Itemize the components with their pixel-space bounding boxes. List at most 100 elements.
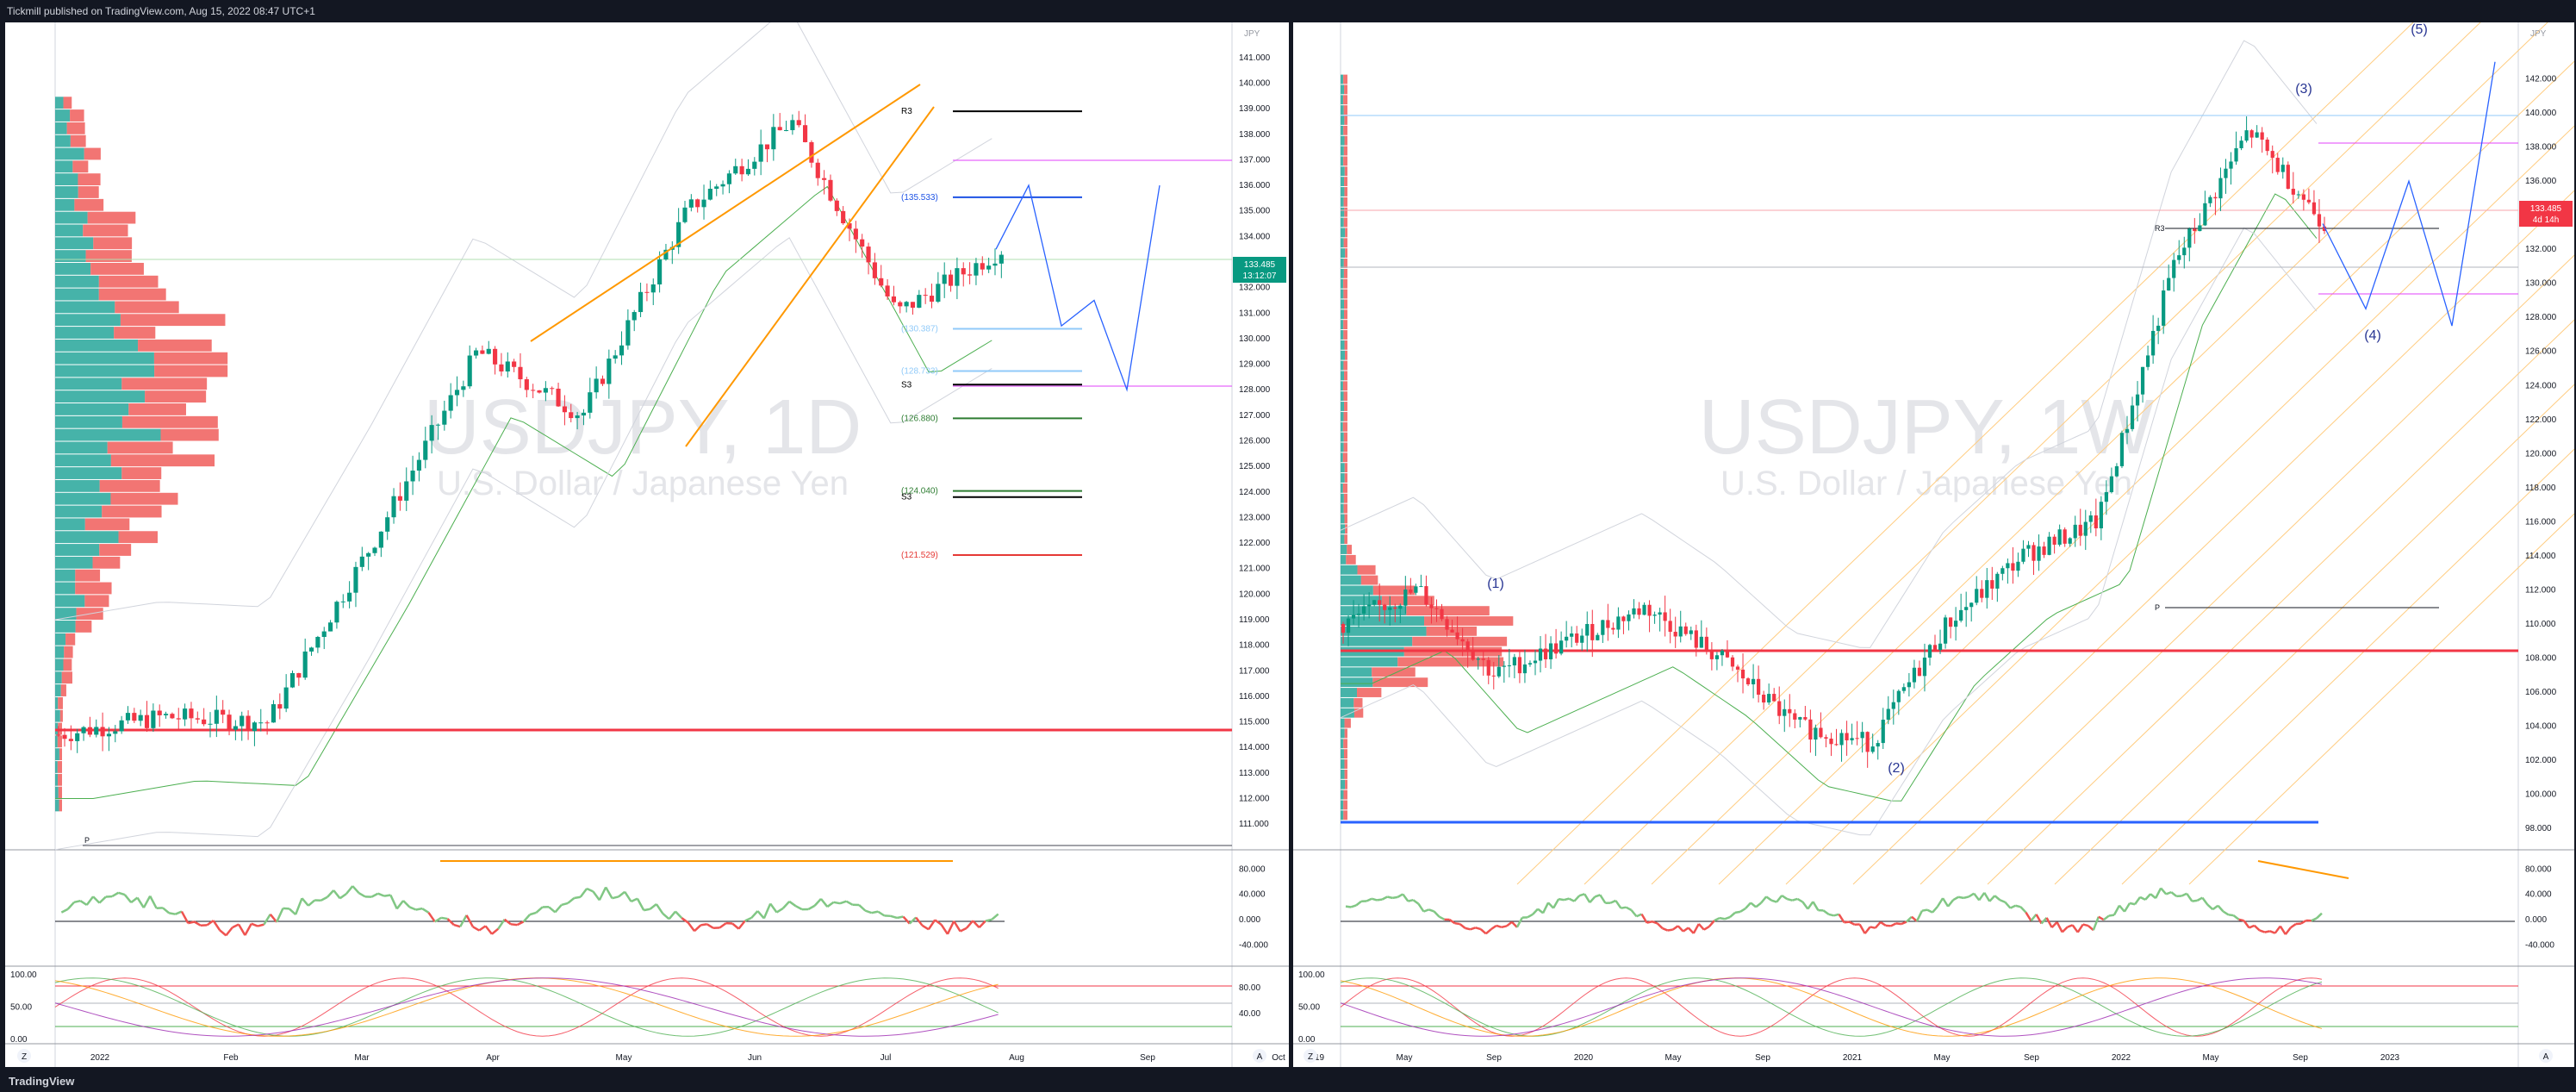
candle-body xyxy=(1819,727,1823,738)
candle-body xyxy=(1637,608,1641,615)
rsi-segment xyxy=(1703,925,1710,931)
rsi-segment xyxy=(1366,897,1372,902)
candle-body xyxy=(1876,743,1880,747)
pivot-level-label: R3 xyxy=(901,107,912,116)
rsi-segment xyxy=(1915,910,1924,922)
profile-sell-bar xyxy=(87,211,136,224)
rsi-tick-label: 0.000 xyxy=(2525,915,2547,925)
candle-body xyxy=(2151,330,2156,356)
rsi-segment xyxy=(1791,897,1798,902)
candle-body xyxy=(252,722,257,732)
candle-body xyxy=(758,144,763,162)
candle-body xyxy=(1565,636,1569,641)
candle-body xyxy=(1948,617,1953,627)
rsi-segment xyxy=(1858,923,1866,934)
rsi-segment xyxy=(687,921,696,932)
profile-buy-bar xyxy=(55,454,111,467)
chart-weekly[interactable]: USDJPY, 1W U.S. Dollar / Japanese Yen R3… xyxy=(1293,22,2576,1067)
rsi-segment xyxy=(1417,902,1425,913)
rsi-segment xyxy=(118,891,126,896)
rsi-segment xyxy=(2108,914,2115,917)
rsi-segment xyxy=(794,905,803,911)
profile-buy-bar xyxy=(1341,125,1344,135)
rsi-segment xyxy=(1926,908,1933,914)
candle-body xyxy=(1590,624,1595,640)
projection-path[interactable] xyxy=(995,184,1160,392)
rsi-segment xyxy=(706,923,714,929)
candle-body xyxy=(764,144,770,150)
auto-scale-button[interactable] xyxy=(2539,1049,2553,1063)
candle-body xyxy=(632,312,637,321)
candle-body xyxy=(1627,614,1631,621)
price-axis[interactable]: 141.000 140.000 139.000 138.000 137.000 136.0… xyxy=(1239,53,1271,829)
rsi-segment xyxy=(972,920,980,928)
channel-line xyxy=(1516,22,2414,885)
candle-body xyxy=(783,130,789,132)
rsi-divergence-line[interactable] xyxy=(2257,860,2349,879)
rsi-segment xyxy=(567,897,576,904)
profile-sell-bar xyxy=(1344,402,1347,411)
candle-body xyxy=(707,189,712,200)
candle-body xyxy=(847,223,852,229)
candles[interactable] xyxy=(1341,116,2327,768)
rsi-segment xyxy=(877,910,886,917)
rsi-segment xyxy=(1968,892,1975,898)
pitchfork-channel[interactable] xyxy=(1516,22,2576,885)
rsi-segment xyxy=(833,901,841,905)
projection-path[interactable] xyxy=(2322,61,2496,327)
rsi-segment xyxy=(421,908,430,914)
rsi-segment xyxy=(1683,927,1689,933)
zoom-reset-button[interactable] xyxy=(17,1049,31,1063)
profile-sell-bar xyxy=(1343,217,1347,228)
auto-scale-button[interactable] xyxy=(1253,1049,1266,1063)
tradingview-logo[interactable]: TradingView xyxy=(9,1075,75,1088)
rsi-segment xyxy=(2192,899,2198,902)
stoch-line xyxy=(1340,977,2323,1037)
candle-body xyxy=(2125,428,2130,434)
rsi-segment xyxy=(1849,920,1856,926)
wave-label: (4) xyxy=(2364,328,2381,343)
rsi-segment xyxy=(598,886,607,901)
stochastic-indicator xyxy=(54,977,999,1037)
rsi-segment xyxy=(484,925,493,935)
chart-panel-right[interactable]: USDJPY, 1W U.S. Dollar / Japanese Yen R3… xyxy=(1293,22,2576,1067)
chart-panel-left[interactable]: USDJPY, 1D U.S. Dollar / Japanese Yen P … xyxy=(5,7,1289,1067)
wedge-lower-line[interactable] xyxy=(685,106,935,447)
rsi-segment xyxy=(149,895,158,909)
profile-buy-bar xyxy=(1341,217,1344,228)
profile-sell-bar xyxy=(70,134,86,147)
rsi-segment xyxy=(1501,925,1508,929)
zoom-reset-button[interactable] xyxy=(1304,1049,1317,1063)
time-axis[interactable]: 2022 Feb Mar Apr May Jun Jul Aug Sep Oct xyxy=(90,1053,1285,1063)
rsi-segment xyxy=(1801,901,1809,910)
rsi-segment xyxy=(1895,922,1901,926)
rsi-segment xyxy=(188,920,195,925)
candle-body xyxy=(1927,645,1932,658)
channel-line xyxy=(1987,317,2576,885)
candle-body xyxy=(2322,226,2327,231)
candle-body xyxy=(1611,627,1615,630)
candle-body xyxy=(948,274,954,286)
price-axis[interactable]: 142.000140.000138.000136.000134.000132.0… xyxy=(2525,75,2557,834)
channel-line xyxy=(2121,446,2576,885)
profile-sell-bar xyxy=(78,173,101,186)
price-tick-label: 122.000 xyxy=(2525,415,2557,425)
chart-daily[interactable]: USDJPY, 1D U.S. Dollar / Japanese Yen P … xyxy=(5,7,1289,1067)
volume-profile xyxy=(55,97,228,812)
profile-sell-bar xyxy=(1357,565,1376,575)
candle-body xyxy=(125,713,131,721)
candle-body xyxy=(790,120,795,131)
candle-body xyxy=(1559,640,1564,654)
wedge-upper-line[interactable] xyxy=(530,84,921,342)
candle-body xyxy=(942,274,947,284)
profile-buy-bar xyxy=(1341,503,1344,514)
rsi-segment xyxy=(66,901,75,910)
lower-band xyxy=(1340,227,2318,836)
rsi-segment xyxy=(871,910,879,914)
candle-body xyxy=(183,708,188,720)
candle-body xyxy=(657,259,663,285)
candle-body xyxy=(1356,614,1361,615)
time-axis[interactable]: 2019MaySep2020MaySep2021MaySep2022MaySep… xyxy=(1305,1053,2400,1063)
candle-body xyxy=(1814,727,1818,740)
candle-body xyxy=(176,718,181,720)
